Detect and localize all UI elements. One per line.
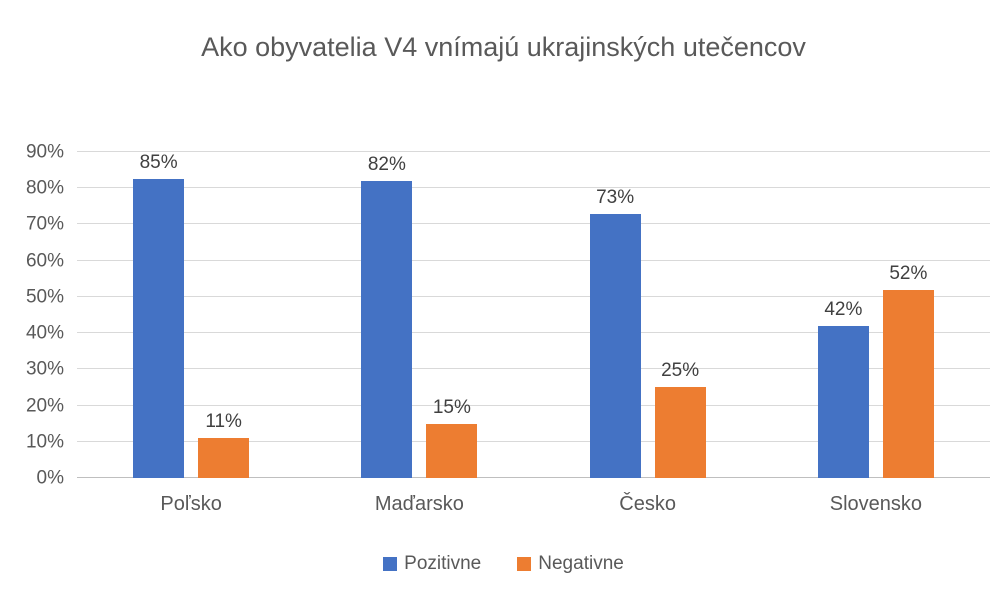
bar-group: 85% 11%: [77, 152, 305, 478]
bar-pozitivne: [361, 180, 413, 478]
bar-column-pozitivne: 85%: [133, 152, 185, 478]
gridline: [77, 368, 990, 370]
y-tick-label: 40%: [25, 322, 64, 344]
gridline: [77, 259, 990, 261]
y-tick-label: 70%: [25, 213, 64, 235]
bar-pozitivne: [133, 179, 185, 478]
data-label: 42%: [824, 298, 863, 320]
data-label: 85%: [139, 152, 178, 173]
y-tick-label: 10%: [25, 431, 64, 453]
gridline: [77, 223, 990, 225]
data-label: 11%: [205, 411, 242, 433]
bar-groups: 85% 11% 82% 15% 73% 25% 42% 52%: [77, 152, 990, 478]
data-label: 15%: [432, 396, 471, 418]
bar-column-pozitivne: 73%: [589, 152, 641, 478]
bar-pozitivne: [589, 213, 641, 478]
bar-column-negativne: 25%: [654, 152, 706, 478]
legend-item-negativne: Negativne: [517, 553, 624, 575]
y-tick-label: 30%: [25, 358, 64, 380]
category-label: Slovensko: [829, 493, 923, 515]
bar-column-negativne: 15%: [426, 152, 478, 478]
category-label: Poľsko: [160, 493, 222, 515]
legend-label: Negativne: [538, 553, 624, 574]
y-tick-label: 50%: [25, 286, 64, 308]
gridline: [77, 295, 990, 297]
bar-negativne: [198, 438, 250, 478]
x-axis: Poľsko Maďarsko Česko Slovensko: [77, 493, 990, 516]
bar-negativne: [654, 387, 706, 478]
bar-column-pozitivne: 82%: [361, 152, 413, 478]
bar-column-negativne: 11%: [198, 152, 250, 478]
plot-area: 85% 11% 82% 15% 73% 25% 42% 52%: [77, 151, 990, 478]
bar-column-negativne: 52%: [882, 152, 934, 478]
legend-item-pozitivne: Pozitivne: [383, 553, 481, 575]
x-axis-line: [77, 477, 990, 478]
bar-negativne: [426, 423, 478, 478]
category-label: Maďarsko: [374, 493, 464, 515]
gridline: [77, 332, 990, 334]
y-tick-label: 60%: [25, 250, 64, 272]
data-label: 82%: [367, 153, 406, 175]
chart-title: Ako obyvatelia V4 vnímajú ukrajinských u…: [201, 32, 806, 62]
data-label: 52%: [889, 262, 928, 284]
gridline: [77, 187, 990, 189]
y-axis: 0% 10% 20% 30% 40% 50% 60% 70% 80% 90%: [0, 143, 64, 488]
data-label: 73%: [596, 186, 635, 208]
bar-group: 42% 52%: [762, 152, 990, 478]
y-tick-label: 20%: [25, 395, 64, 417]
gridline: [77, 404, 990, 406]
gridline: [77, 440, 990, 442]
legend-label: Pozitivne: [404, 553, 482, 574]
legend-swatch-icon: [383, 557, 398, 571]
category-label: Česko: [619, 493, 676, 515]
legend-swatch-icon: [517, 557, 532, 571]
gridline: [77, 151, 990, 152]
bar-group: 73% 25%: [534, 152, 762, 478]
y-tick-label: 0%: [36, 467, 64, 489]
data-label: 25%: [661, 360, 700, 382]
bar-column-pozitivne: 42%: [817, 152, 869, 478]
y-tick-label: 80%: [25, 177, 64, 199]
bar-pozitivne: [817, 325, 869, 478]
y-tick-label: 90%: [25, 141, 64, 163]
legend: Pozitivne Negativne: [0, 553, 1007, 575]
bar-negativne: [882, 289, 934, 478]
bar-group: 82% 15%: [305, 152, 533, 478]
